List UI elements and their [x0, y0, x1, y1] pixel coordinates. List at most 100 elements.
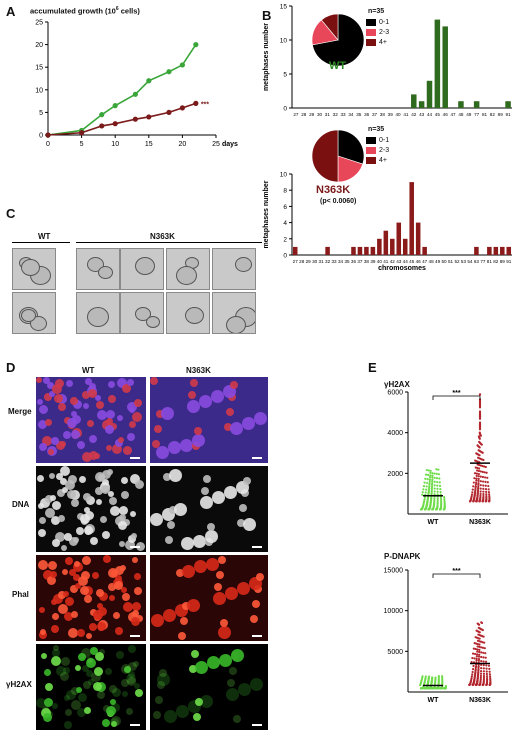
- cell-spot: [86, 658, 96, 668]
- bar: [418, 101, 425, 108]
- y-tick-label: 10: [35, 87, 43, 94]
- data-point: [473, 493, 476, 496]
- data-point: [488, 670, 491, 673]
- cell-spot: [97, 410, 107, 420]
- data-point: [482, 487, 485, 490]
- cell-spot: [87, 420, 94, 427]
- wt-pie-chart: [311, 13, 365, 67]
- cell-spot: [39, 607, 45, 613]
- data-point: [112, 103, 118, 109]
- data-point: [424, 473, 428, 476]
- x-tick-label: 35: [356, 112, 362, 117]
- cell-spot: [113, 612, 120, 619]
- cell-spot: [124, 666, 131, 673]
- x-tick-label: 77: [480, 259, 486, 264]
- cell-spot: [60, 672, 69, 681]
- x-tick-label: 15: [145, 141, 153, 148]
- data-point: [437, 675, 440, 678]
- data-point: [430, 485, 434, 489]
- data-point: [477, 657, 481, 661]
- pie-slice-4+: [321, 13, 339, 41]
- cell-spot: [37, 399, 43, 405]
- data-point: [439, 487, 442, 491]
- cell-spot: [224, 423, 232, 431]
- data-point: [474, 491, 477, 494]
- cell-spot: [150, 377, 158, 385]
- cell-spot: [127, 433, 135, 441]
- data-point: [482, 651, 485, 654]
- data-point: [472, 485, 475, 488]
- cell-spot: [65, 557, 73, 565]
- cell-spot: [132, 602, 141, 611]
- cell-spot: [111, 703, 120, 712]
- x-tick-label: 0: [46, 141, 50, 148]
- cell-spot: [118, 437, 124, 443]
- cell-spot: [63, 591, 69, 597]
- x-tick-label: 20: [179, 141, 187, 148]
- data-point: [482, 490, 485, 493]
- cell-spot: [78, 653, 86, 661]
- data-point: [482, 664, 485, 667]
- x-tick-label: 28: [301, 112, 307, 117]
- cell-spot: [85, 511, 94, 520]
- cell-spot: [108, 381, 115, 388]
- cell-spot: [122, 691, 128, 697]
- cell-spot: [45, 683, 53, 691]
- cell-spot: [206, 558, 219, 571]
- data-point: [478, 645, 481, 648]
- data-point: [480, 660, 483, 663]
- data-point: [433, 480, 436, 483]
- cell-spot: [174, 503, 187, 516]
- cell-spot: [73, 574, 80, 581]
- cell-spot: [38, 420, 47, 429]
- data-point: [477, 469, 481, 473]
- bar: [415, 222, 421, 255]
- bar: [493, 246, 499, 255]
- cell-spot: [169, 469, 182, 482]
- bar: [292, 246, 298, 255]
- cell-spot: [87, 657, 93, 663]
- x-tick-label: 25: [212, 141, 220, 148]
- x-tick-label: 34: [348, 112, 354, 117]
- data-point: [439, 497, 443, 501]
- cell-spot: [51, 625, 59, 633]
- cell-spot: [36, 377, 42, 383]
- cell-spot: [230, 422, 243, 435]
- bar: [383, 230, 389, 255]
- cell-spot: [65, 480, 75, 490]
- data-point: [474, 665, 478, 668]
- data-point: [436, 490, 439, 493]
- cell-spot: [78, 576, 88, 586]
- data-point: [472, 664, 475, 668]
- data-point: [473, 495, 476, 498]
- cell-spot: [256, 573, 264, 581]
- cell-spot: [105, 668, 112, 675]
- n363k-brightfield-image: [76, 248, 120, 290]
- x-tick-label: 45: [435, 112, 441, 117]
- n363k-legend-item-1: 2-3: [366, 146, 389, 156]
- x-tick-label: 27: [293, 259, 299, 264]
- cell-spot: [82, 452, 92, 462]
- data-point: [473, 472, 477, 475]
- y-tick-label: 5: [283, 72, 287, 79]
- data-point: [477, 655, 481, 658]
- data-point: [179, 105, 185, 111]
- cell-spot: [91, 672, 101, 682]
- data-point: [441, 675, 444, 678]
- cell-spot: [52, 539, 60, 547]
- data-point: [476, 648, 479, 651]
- panel-c-wt-label: WT: [38, 232, 51, 241]
- x-tick-label: 41: [403, 112, 409, 117]
- cell-spot: [65, 709, 72, 716]
- data-point: [479, 484, 482, 487]
- data-point: [429, 500, 433, 503]
- data-point: [430, 498, 433, 501]
- cell-spot: [193, 713, 201, 721]
- cell-shape: [185, 307, 204, 324]
- cell-spot: [102, 719, 110, 727]
- cell-spot: [150, 513, 163, 526]
- data-point: [478, 454, 481, 457]
- cell-spot: [157, 673, 170, 686]
